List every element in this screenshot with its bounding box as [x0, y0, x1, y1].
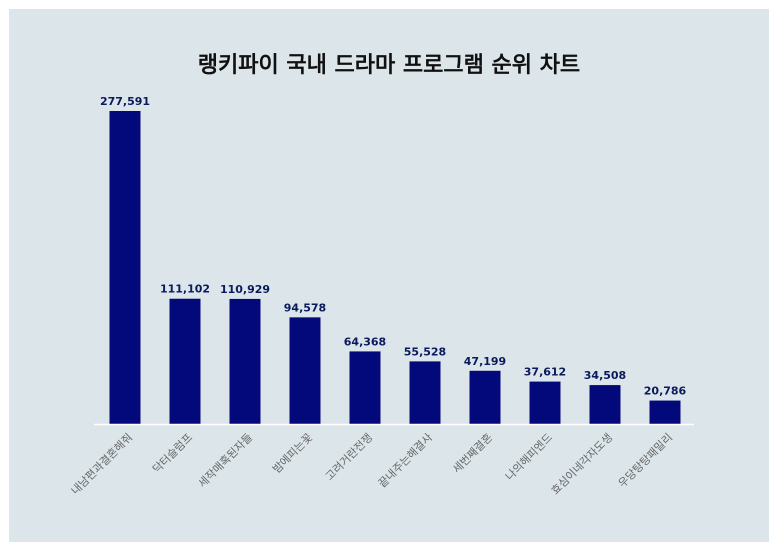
bar-3 [229, 298, 261, 424]
chart-panel: 랭키파이 국내 드라마 프로그램 순위 차트 277,591 내남편과결혼해줘 11… [9, 9, 769, 542]
value-label-9: 34,508 [584, 369, 626, 382]
bar-10 [649, 400, 681, 424]
value-label-7: 47,199 [464, 355, 506, 368]
category-label-9: 효심이네각자도생 [549, 431, 615, 497]
bar-1 [109, 111, 141, 424]
category-label-8: 나의해피엔드 [502, 430, 555, 483]
value-label-3: 110,929 [220, 283, 270, 296]
category-label-3: 세작매혹된자들 [195, 430, 255, 490]
category-label-1: 내남편과결혼해줘 [68, 430, 135, 497]
bar-5 [349, 351, 381, 424]
bar-2 [169, 298, 201, 424]
bar-8 [529, 381, 561, 424]
category-label-7: 세번째결혼 [450, 431, 495, 476]
bar-chart: 277,591 내남편과결혼해줘 111,102 닥터슬럼프 110,929 세작매혹된자… [68, 95, 694, 497]
category-label-6: 끝내주는해결사 [375, 430, 435, 490]
value-label-6: 55,528 [404, 345, 446, 358]
value-label-8: 37,612 [524, 366, 566, 379]
category-label-2: 닥터슬럼프 [150, 431, 195, 476]
value-label-5: 64,368 [344, 335, 386, 348]
chart-title: 랭키파이 국내 드라마 프로그램 순위 차트 [197, 53, 581, 78]
bar-4 [289, 317, 321, 424]
value-label-10: 20,786 [644, 385, 687, 398]
category-label-10: 우당탕탕패밀리 [616, 431, 675, 490]
bar-7 [469, 370, 501, 424]
value-label-1: 277,591 [100, 95, 150, 108]
category-label-5: 고려거란전쟁 [323, 431, 375, 483]
bar-9 [589, 385, 621, 424]
value-label-2: 111,102 [160, 283, 210, 296]
bar-6 [409, 361, 441, 424]
value-label-4: 94,578 [284, 301, 326, 314]
category-label-4: 밤에피는꽃 [270, 431, 315, 476]
